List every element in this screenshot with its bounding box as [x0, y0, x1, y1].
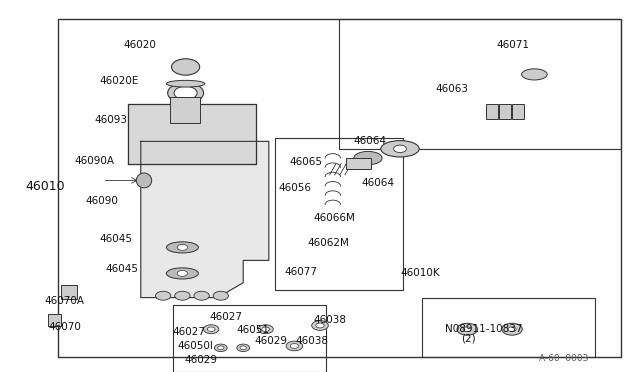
Polygon shape	[128, 104, 256, 164]
Circle shape	[291, 344, 299, 348]
Text: 46020E: 46020E	[99, 76, 139, 86]
Text: 46027: 46027	[173, 327, 206, 337]
Circle shape	[463, 327, 471, 331]
Circle shape	[172, 59, 200, 75]
Circle shape	[262, 327, 269, 331]
Text: 46070: 46070	[49, 323, 81, 332]
Circle shape	[156, 291, 171, 300]
Circle shape	[240, 346, 246, 350]
Bar	[275, 138, 403, 290]
Ellipse shape	[166, 268, 198, 279]
Bar	[512, 104, 524, 119]
Ellipse shape	[381, 141, 419, 157]
Ellipse shape	[136, 173, 152, 188]
Circle shape	[502, 323, 522, 335]
Text: 46064: 46064	[354, 137, 387, 146]
Circle shape	[286, 341, 303, 351]
Text: A-60  0003: A-60 0003	[540, 354, 589, 363]
Bar	[48, 314, 61, 326]
Text: 46045: 46045	[106, 264, 139, 274]
Text: 46093: 46093	[95, 115, 128, 125]
Bar	[486, 104, 498, 119]
Text: N08911-10837: N08911-10837	[445, 324, 522, 334]
Circle shape	[394, 145, 406, 153]
Circle shape	[213, 291, 228, 300]
Polygon shape	[141, 141, 269, 298]
Circle shape	[207, 327, 215, 331]
Text: 46045: 46045	[99, 234, 132, 244]
Text: 46010K: 46010K	[400, 268, 440, 278]
Text: 46062M: 46062M	[307, 238, 349, 247]
Bar	[173, 305, 326, 372]
Bar	[58, 19, 621, 357]
Circle shape	[204, 325, 219, 334]
Circle shape	[457, 323, 477, 335]
Text: 46038: 46038	[296, 337, 329, 346]
Text: 46077: 46077	[285, 267, 318, 277]
Text: 46020: 46020	[124, 40, 156, 49]
Text: 46010: 46010	[26, 180, 65, 192]
Circle shape	[168, 83, 204, 103]
Text: (2): (2)	[461, 334, 476, 343]
Text: 46063: 46063	[435, 84, 468, 93]
Text: 46029: 46029	[255, 337, 288, 346]
Circle shape	[508, 327, 516, 331]
Text: 46027: 46027	[210, 312, 243, 322]
Text: 46090A: 46090A	[74, 157, 115, 166]
Circle shape	[258, 325, 273, 334]
Circle shape	[177, 244, 188, 250]
Bar	[61, 285, 77, 299]
Circle shape	[175, 291, 190, 300]
Circle shape	[214, 344, 227, 352]
Text: 46070A: 46070A	[45, 296, 85, 306]
Circle shape	[237, 344, 250, 352]
Ellipse shape	[166, 80, 205, 87]
Text: 46029: 46029	[184, 355, 218, 365]
Ellipse shape	[166, 242, 198, 253]
Circle shape	[218, 346, 224, 350]
Ellipse shape	[354, 151, 382, 165]
Circle shape	[177, 270, 188, 276]
Text: 46050I: 46050I	[177, 341, 213, 351]
Text: 46056: 46056	[278, 183, 312, 193]
Text: 46038: 46038	[314, 315, 347, 325]
Circle shape	[312, 321, 328, 330]
Bar	[170, 97, 200, 123]
Text: 46051: 46051	[237, 325, 270, 335]
Bar	[339, 19, 621, 149]
Text: 46066M: 46066M	[314, 213, 355, 223]
Circle shape	[174, 86, 197, 100]
Bar	[422, 298, 595, 357]
Text: 46071: 46071	[496, 40, 529, 49]
Ellipse shape	[522, 69, 547, 80]
Text: 46090: 46090	[86, 196, 118, 206]
Circle shape	[316, 323, 324, 328]
Text: 46064: 46064	[362, 178, 395, 188]
Bar	[499, 104, 511, 119]
Circle shape	[194, 291, 209, 300]
Text: 46065: 46065	[289, 157, 323, 167]
Bar	[346, 158, 371, 169]
